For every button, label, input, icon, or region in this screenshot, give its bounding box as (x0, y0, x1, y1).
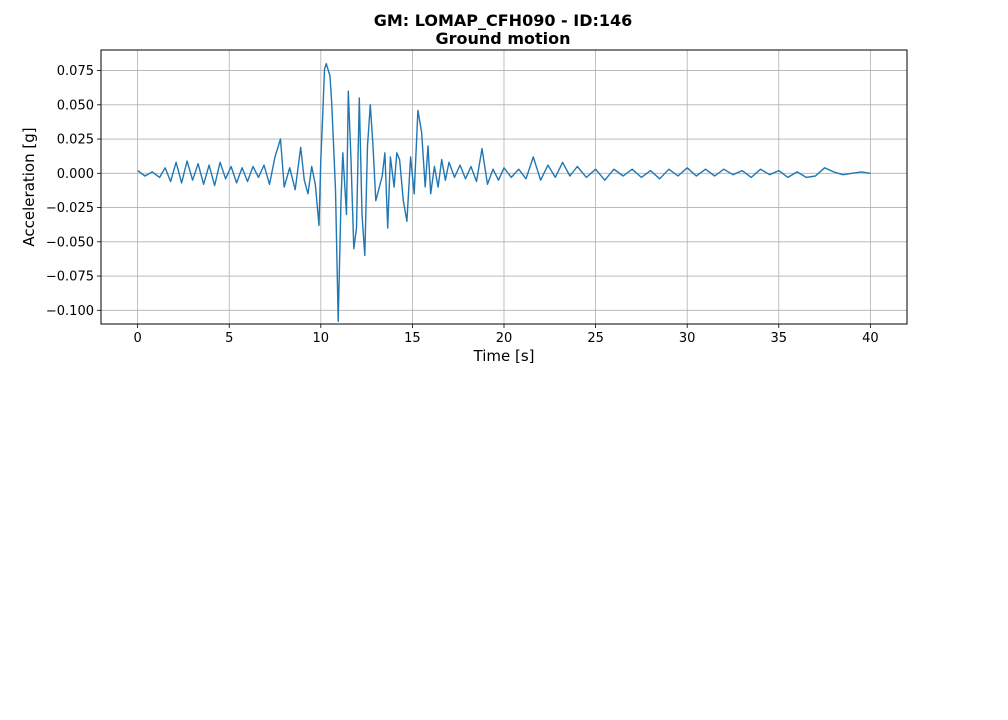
x-tick-label: 30 (679, 331, 696, 346)
chart-subtitle: Ground motion (436, 29, 571, 48)
x-tick-label: 20 (496, 331, 513, 346)
y-tick-label: −0.050 (46, 235, 94, 250)
y-tick-label: 0.000 (57, 167, 94, 182)
y-tick-label: 0.075 (57, 64, 94, 79)
x-tick-label: 5 (225, 331, 233, 346)
x-ticks: 0 5 10 15 20 25 30 35 40 (133, 324, 879, 346)
series-layer (137, 63, 871, 322)
y-tick-label: −0.100 (46, 304, 94, 319)
x-axis-label: Time [s] (473, 347, 535, 365)
series-line (137, 63, 871, 322)
y-tick-label: −0.075 (46, 270, 94, 285)
y-tick-label: 0.025 (57, 133, 94, 148)
y-tick-label: −0.025 (46, 201, 94, 216)
y-axis-label: Acceleration [g] (20, 127, 38, 246)
y-ticks: 0.075 0.050 0.025 0.000 −0.025 −0.050 −0.075 −0… (46, 64, 101, 319)
y-tick-label: 0.050 (57, 98, 94, 113)
x-tick-label: 15 (404, 331, 421, 346)
x-tick-label: 35 (770, 331, 787, 346)
x-tick-label: 40 (862, 331, 879, 346)
chart-title: GM: LOMAP_CFH090 - ID:146 (374, 11, 633, 30)
x-tick-label: 25 (587, 331, 604, 346)
x-tick-label: 0 (133, 331, 141, 346)
x-tick-label: 10 (313, 331, 330, 346)
grid (101, 50, 907, 324)
